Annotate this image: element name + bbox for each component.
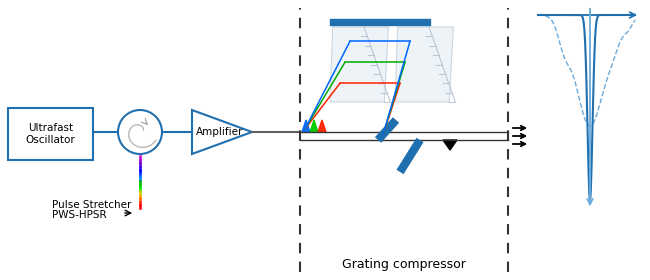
Polygon shape: [395, 27, 454, 102]
Text: Amplifier: Amplifier: [196, 127, 244, 137]
Text: Grating compressor: Grating compressor: [342, 258, 466, 271]
Text: Ultrafast
Oscillator: Ultrafast Oscillator: [25, 123, 75, 145]
Polygon shape: [310, 120, 318, 132]
Text: Pulse Stretcher: Pulse Stretcher: [52, 200, 131, 210]
FancyBboxPatch shape: [8, 108, 93, 160]
Text: PWS-HPSR: PWS-HPSR: [52, 210, 107, 220]
Polygon shape: [443, 140, 457, 150]
Polygon shape: [302, 120, 310, 132]
Polygon shape: [330, 27, 389, 102]
Polygon shape: [318, 120, 326, 132]
